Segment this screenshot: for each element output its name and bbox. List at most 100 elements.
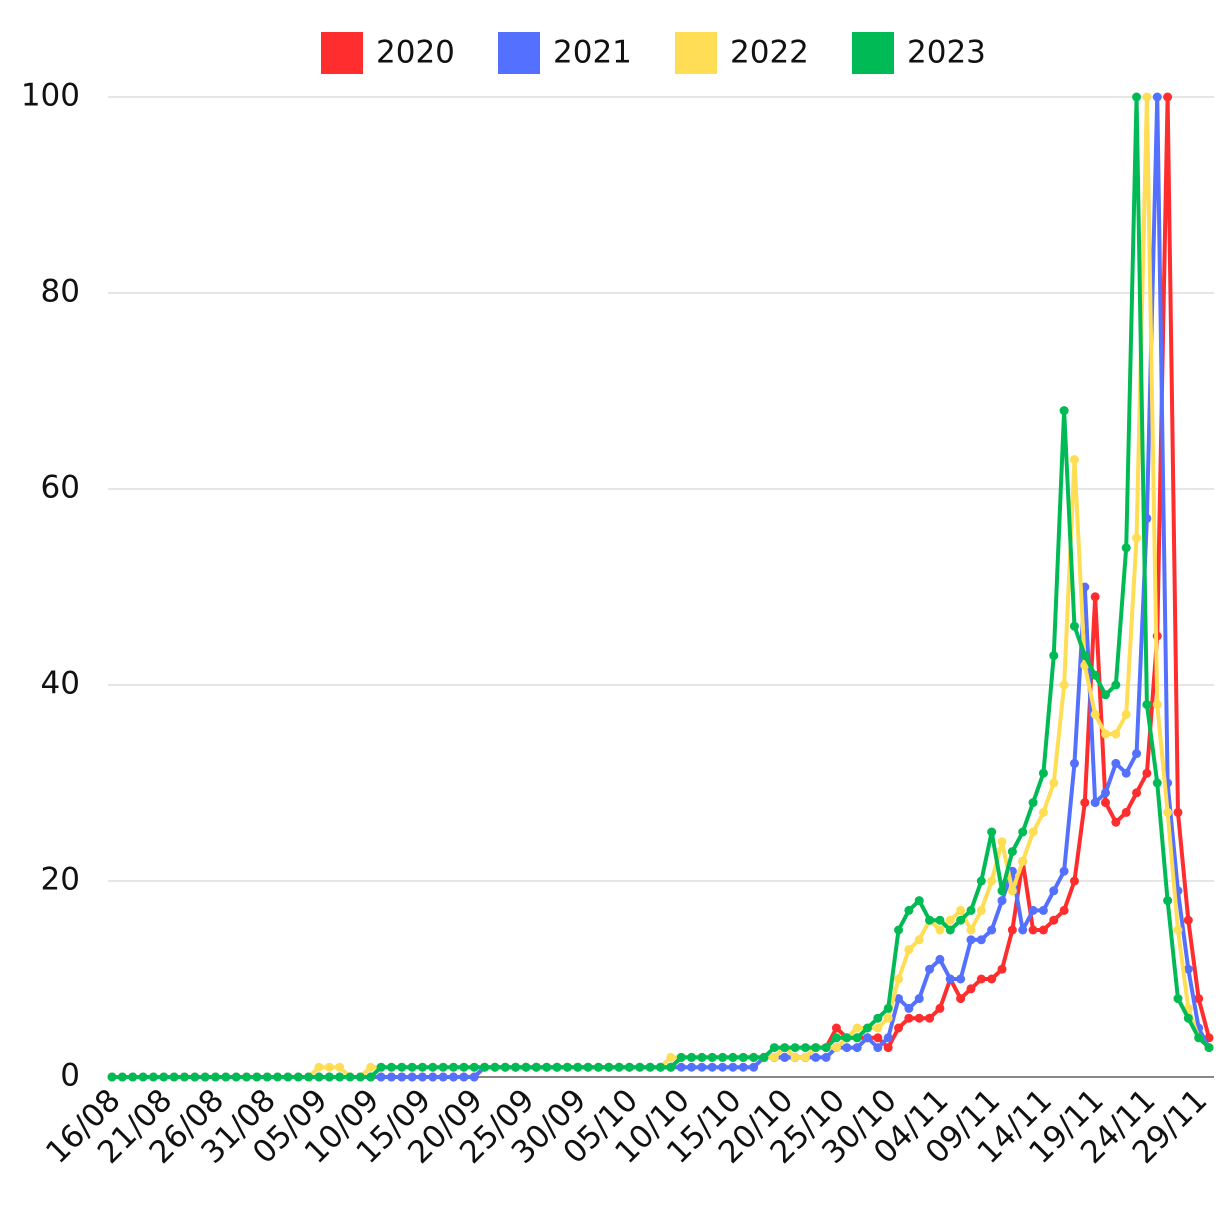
- data-point: [1038, 768, 1048, 778]
- data-point: [1007, 847, 1017, 857]
- data-point: [159, 1072, 169, 1082]
- data-point: [935, 915, 945, 925]
- data-point: [273, 1072, 283, 1082]
- data-point: [1132, 92, 1142, 102]
- data-point: [459, 1072, 469, 1082]
- data-point: [335, 1062, 345, 1072]
- data-point: [1173, 925, 1183, 935]
- data-point: [862, 1023, 872, 1033]
- data-point: [1163, 896, 1173, 906]
- data-point: [1028, 798, 1038, 808]
- data-point: [1142, 768, 1152, 778]
- data-point: [759, 1052, 769, 1062]
- data-point: [790, 1052, 800, 1062]
- data-point: [449, 1072, 459, 1082]
- data-point: [397, 1062, 407, 1072]
- data-point: [707, 1052, 717, 1062]
- data-point: [1183, 1013, 1193, 1023]
- legend-label: 2020: [376, 35, 455, 71]
- data-point: [407, 1062, 417, 1072]
- data-point: [956, 974, 966, 984]
- data-point: [728, 1052, 738, 1062]
- data-point: [1069, 455, 1079, 465]
- data-point: [1018, 827, 1028, 837]
- data-point: [148, 1072, 158, 1082]
- data-point: [925, 915, 935, 925]
- data-point: [883, 1043, 893, 1053]
- y-tick-label: 20: [41, 862, 80, 898]
- data-point: [738, 1052, 748, 1062]
- data-point: [914, 896, 924, 906]
- data-point: [1028, 905, 1038, 915]
- data-point: [1069, 876, 1079, 886]
- data-point: [117, 1072, 127, 1082]
- data-point: [687, 1062, 697, 1072]
- data-point: [790, 1043, 800, 1053]
- data-point: [252, 1072, 262, 1082]
- y-tick-label: 0: [60, 1058, 80, 1094]
- data-point: [645, 1062, 655, 1072]
- y-tick-label: 100: [21, 78, 80, 114]
- data-point: [335, 1072, 345, 1082]
- data-point: [1090, 709, 1100, 719]
- data-point: [1163, 92, 1173, 102]
- data-point: [1173, 807, 1183, 817]
- data-point: [366, 1072, 376, 1082]
- data-point: [573, 1062, 583, 1072]
- data-point: [687, 1052, 697, 1062]
- data-point: [314, 1072, 324, 1082]
- data-point: [1173, 994, 1183, 1004]
- data-point: [1018, 925, 1028, 935]
- data-point: [1069, 621, 1079, 631]
- data-point: [469, 1072, 479, 1082]
- data-point: [749, 1052, 759, 1062]
- data-point: [552, 1062, 562, 1072]
- data-point: [842, 1043, 852, 1053]
- data-point: [945, 925, 955, 935]
- data-point: [1007, 925, 1017, 935]
- data-point: [1101, 788, 1111, 798]
- data-point: [417, 1072, 427, 1082]
- data-point: [945, 915, 955, 925]
- data-point: [1018, 856, 1028, 866]
- data-point: [262, 1072, 272, 1082]
- data-point: [1152, 92, 1162, 102]
- data-point: [956, 915, 966, 925]
- data-point: [976, 935, 986, 945]
- data-point: [1194, 994, 1204, 1004]
- data-point: [480, 1062, 490, 1072]
- data-point: [997, 886, 1007, 896]
- data-point: [966, 925, 976, 935]
- data-point: [1049, 778, 1059, 788]
- data-point: [635, 1062, 645, 1072]
- data-point: [956, 994, 966, 1004]
- data-point: [355, 1072, 365, 1082]
- data-point: [1007, 886, 1017, 896]
- data-point: [1194, 1033, 1204, 1043]
- data-point: [925, 964, 935, 974]
- data-point: [800, 1052, 810, 1062]
- data-point: [666, 1052, 676, 1062]
- data-point: [179, 1072, 189, 1082]
- data-point: [417, 1062, 427, 1072]
- data-point: [914, 1013, 924, 1023]
- data-point: [925, 1013, 935, 1023]
- data-point: [376, 1062, 386, 1072]
- data-point: [676, 1052, 686, 1062]
- data-point: [1142, 700, 1152, 710]
- data-point: [200, 1072, 210, 1082]
- data-point: [894, 974, 904, 984]
- data-point: [438, 1062, 448, 1072]
- data-point: [987, 827, 997, 837]
- series: [107, 92, 1214, 1082]
- data-point: [987, 974, 997, 984]
- data-point: [138, 1072, 148, 1082]
- data-point: [904, 1003, 914, 1013]
- data-point: [1111, 680, 1121, 690]
- data-point: [707, 1062, 717, 1072]
- data-point: [1121, 807, 1131, 817]
- data-point: [614, 1062, 624, 1072]
- data-point: [314, 1062, 324, 1072]
- data-point: [1090, 670, 1100, 680]
- data-point: [873, 1023, 883, 1033]
